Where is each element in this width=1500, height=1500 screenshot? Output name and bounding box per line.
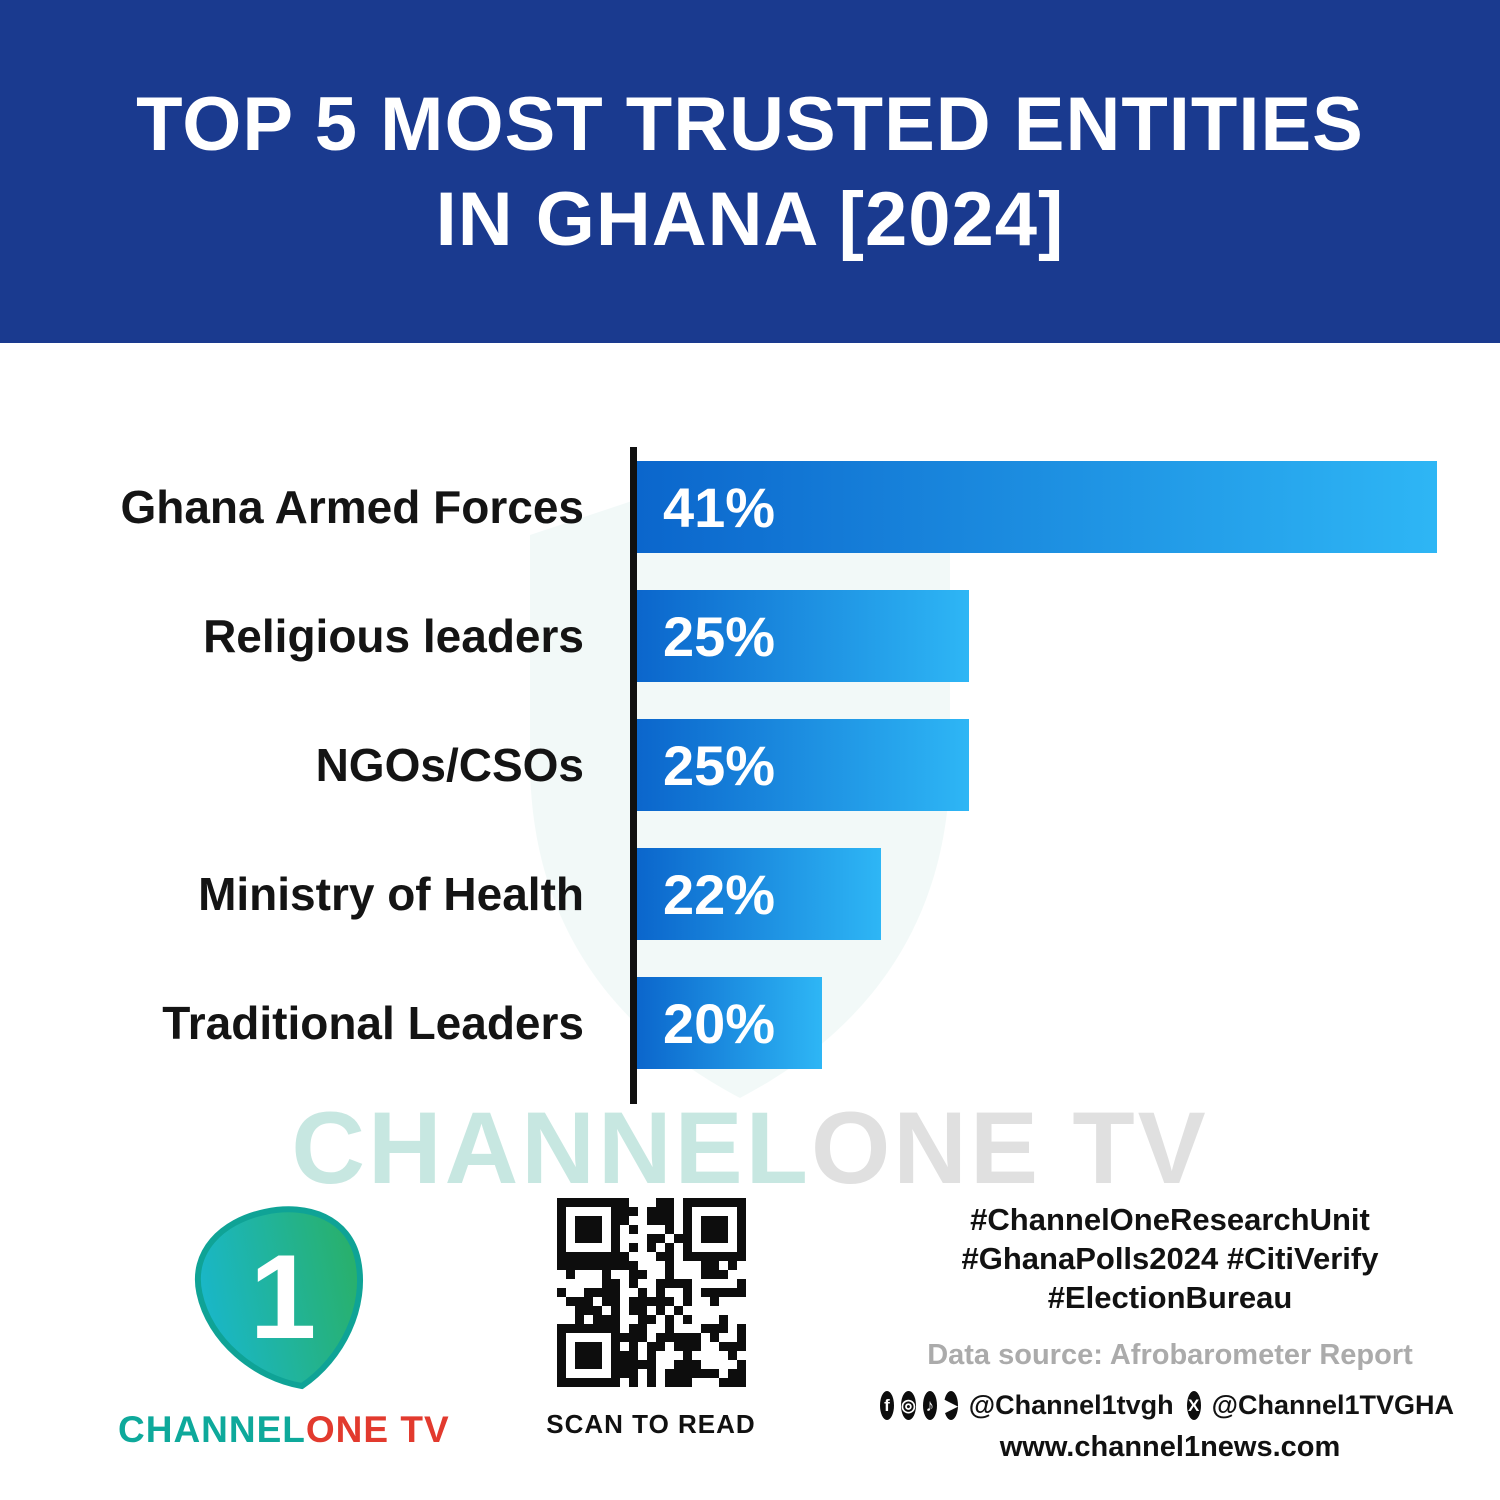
- instagram-icon: ◎: [900, 1391, 916, 1420]
- chart-bars: Ghana Armed Forces 41% Religious leaders 25…: [0, 461, 1500, 1106]
- x-icon: X: [1186, 1391, 1201, 1420]
- watermark-text: CHANNELONE TV: [0, 1090, 1500, 1207]
- tiktok-icon: ♪: [922, 1391, 937, 1420]
- social-row: f ◎ ♪ ▶ @Channel1tvgh X @Channel1TVGHA: [880, 1390, 1460, 1421]
- bar-label: Ministry of Health: [198, 868, 584, 920]
- bar: 25%: [637, 719, 970, 811]
- page-title-line1: TOP 5 MOST TRUSTED ENTITIES: [136, 81, 1364, 167]
- qr-caption: SCAN TO READ: [546, 1409, 756, 1439]
- watermark-part1: CHANNEL: [291, 1091, 811, 1205]
- bar-track: 41%: [637, 461, 1500, 553]
- chart-row: Traditional Leaders 20%: [0, 977, 1500, 1069]
- chart-row: Ghana Armed Forces 41%: [0, 461, 1500, 553]
- bar-track: 20%: [637, 977, 1500, 1069]
- page-title-line2: IN GHANA [2024]: [435, 176, 1065, 262]
- hashtag-line1: #ChannelOneResearchUnit: [970, 1202, 1370, 1237]
- bar-value: 25%: [663, 733, 776, 797]
- qr-code: [556, 1198, 746, 1387]
- social-handle-2: @Channel1TVGHA: [1211, 1390, 1454, 1420]
- qr-block: SCAN TO READ: [545, 1198, 757, 1440]
- logo-digit: 1: [250, 1230, 317, 1364]
- bar-track: 22%: [637, 848, 1500, 940]
- brand-part1: CHANNEL: [118, 1409, 306, 1450]
- chart-row: Religious leaders 25%: [0, 590, 1500, 682]
- bar: 41%: [637, 461, 1437, 553]
- channel-one-logo-icon: 1: [195, 1206, 364, 1390]
- chart-row: NGOs/CSOs 25%: [0, 719, 1500, 811]
- bar-label: NGOs/CSOs: [315, 739, 584, 791]
- bar-label: Traditional Leaders: [162, 997, 584, 1049]
- chart-row: Ministry of Health 22%: [0, 848, 1500, 940]
- youtube-icon: ▶: [943, 1391, 958, 1420]
- bar-label: Ghana Armed Forces: [120, 481, 584, 533]
- bar-value: 20%: [663, 991, 776, 1055]
- facebook-icon: f: [880, 1391, 894, 1420]
- watermark-part2: ONE TV: [810, 1091, 1209, 1205]
- chart-axis: [630, 447, 637, 1104]
- website-url: www.channel1news.com: [999, 1431, 1341, 1463]
- bar-value: 25%: [663, 604, 776, 668]
- brand-part2: ONE TV: [305, 1409, 450, 1450]
- bar: 22%: [637, 848, 882, 940]
- hashtag-line2: #GhanaPolls2024 #CitiVerify: [961, 1241, 1379, 1276]
- channel-one-logo-block: 1 CHANNELONE TV: [118, 1192, 450, 1451]
- bar-track: 25%: [637, 719, 1500, 811]
- info-block: #ChannelOneResearchUnit #GhanaPolls2024 …: [880, 1200, 1460, 1464]
- hashtags: #ChannelOneResearchUnit #GhanaPolls2024 …: [880, 1200, 1460, 1317]
- bar: 25%: [637, 590, 970, 682]
- bar: 20%: [637, 977, 822, 1069]
- social-handle-1: @Channel1tvgh: [968, 1390, 1174, 1420]
- data-source: Data source: Afrobarometer Report: [927, 1339, 1413, 1371]
- header-banner: TOP 5 MOST TRUSTED ENTITIES IN GHANA [20…: [0, 0, 1500, 343]
- hashtag-line3: #ElectionBureau: [1047, 1280, 1293, 1315]
- bar-label: Religious leaders: [203, 610, 584, 662]
- brand-wordmark: CHANNELONE TV: [118, 1409, 450, 1451]
- bar-value: 41%: [663, 475, 776, 539]
- bar-track: 25%: [637, 590, 1500, 682]
- bar-value: 22%: [663, 862, 776, 926]
